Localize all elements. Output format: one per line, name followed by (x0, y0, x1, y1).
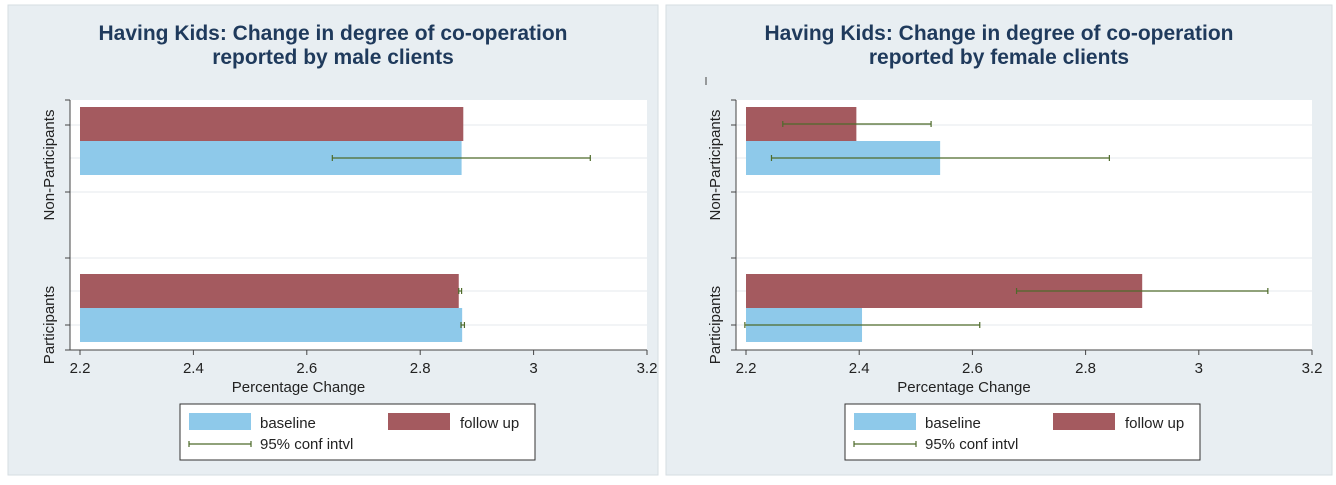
ci-follow-up-participants (1015, 288, 1269, 294)
ci-follow-up-non-participants (782, 121, 932, 127)
bar-follow-up-participants (80, 274, 459, 308)
bar-baseline-participants (80, 308, 463, 342)
x-tick-label: 2.6 (296, 360, 317, 377)
group-label-participants: Participants (41, 286, 58, 364)
x-axis-label: Percentage Change (232, 379, 365, 396)
legend-label-baseline: baseline (260, 415, 316, 432)
chart-panel-2: Having Kids: Change in degree of co-oper… (665, 4, 1333, 476)
legend: baseline follow up 95% conf intvl (179, 403, 536, 461)
group-label-non-participants: Non-Participants (41, 110, 58, 221)
ci-baseline-non-participants (331, 155, 591, 161)
x-axis-label: Percentage Change (897, 379, 1030, 396)
legend-swatch-follow-up (388, 413, 450, 430)
ci-baseline-participants (744, 322, 981, 328)
x-tick-label: 2.2 (736, 360, 757, 377)
legend-label-baseline: baseline (925, 415, 981, 432)
legend-label-follow-up: follow up (460, 415, 519, 432)
x-tick-label: 2.4 (183, 360, 204, 377)
bar-follow-up-non-participants (80, 107, 464, 141)
legend-swatch-follow-up (1053, 413, 1115, 430)
legend-label-ci: 95% conf intvl (260, 436, 353, 453)
chart-title-line1: Having Kids: Change in degree of co-oper… (98, 22, 567, 45)
x-tick-label: 3.2 (1302, 360, 1323, 377)
group-label-participants: Participants (707, 286, 724, 364)
x-tick-label: 2.6 (962, 360, 983, 377)
legend-label-follow-up: follow up (1125, 415, 1184, 432)
legend-swatch-baseline (854, 413, 916, 430)
legend-label-ci: 95% conf intvl (925, 436, 1018, 453)
x-tick-label: 2.4 (849, 360, 870, 377)
ci-baseline-non-participants (770, 155, 1110, 161)
legend-swatch-baseline (189, 413, 251, 430)
legend-box (844, 403, 1201, 461)
group-label-non-participants: Non-Participants (707, 110, 724, 221)
chart-panel-1: Having Kids: Change in degree of co-oper… (7, 4, 659, 476)
x-tick-label: 3 (1195, 360, 1203, 377)
x-tick-label: 2.8 (1075, 360, 1096, 377)
ci-follow-up-participants (458, 288, 463, 294)
x-tick-label: 2.8 (410, 360, 431, 377)
x-tick-label: 2.2 (70, 360, 91, 377)
ci-baseline-participants (460, 322, 466, 328)
chart-title-line1: Having Kids: Change in degree of co-oper… (764, 22, 1233, 45)
x-tick-label: 3.2 (637, 360, 658, 377)
chart-title-line2: reported by male clients (212, 46, 454, 69)
chart-title-line2: reported by female clients (869, 46, 1129, 69)
x-tick-label: 3 (529, 360, 537, 377)
legend: baseline follow up 95% conf intvl (844, 403, 1201, 461)
legend-box (179, 403, 536, 461)
